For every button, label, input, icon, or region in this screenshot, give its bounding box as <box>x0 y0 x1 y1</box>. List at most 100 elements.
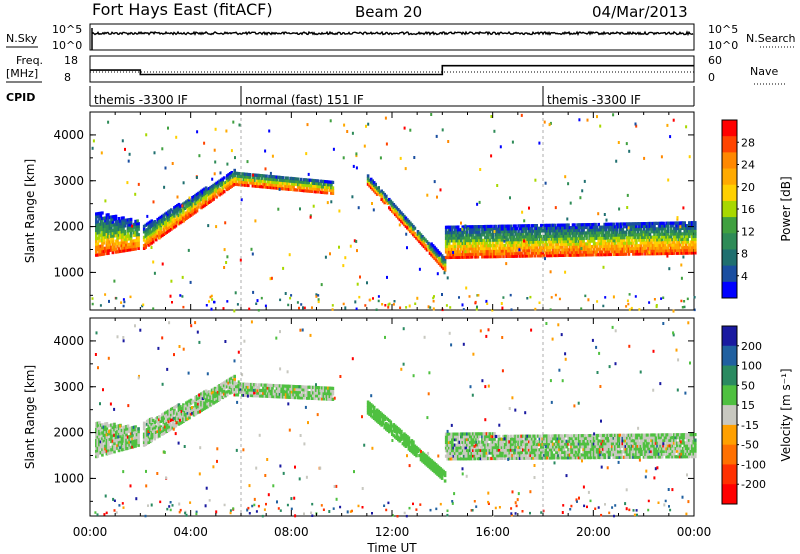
data-cell <box>391 424 394 428</box>
data-cell <box>540 237 543 241</box>
data-cell <box>218 392 221 396</box>
data-cell <box>609 233 612 237</box>
data-cell <box>508 451 511 455</box>
data-cell <box>626 247 629 251</box>
data-cell <box>674 232 677 236</box>
data-cell <box>544 245 548 249</box>
data-cell <box>606 244 609 248</box>
data-cell <box>325 397 329 401</box>
data-cell <box>151 237 155 241</box>
data-cell <box>310 385 314 389</box>
data-cell <box>245 385 249 389</box>
data-cell <box>192 195 196 199</box>
data-cell <box>556 237 560 241</box>
data-cell <box>455 236 458 240</box>
data-cell <box>497 249 501 253</box>
data-cell <box>439 260 442 264</box>
noise-cell <box>587 298 590 302</box>
data-cell <box>497 235 501 239</box>
data-cell <box>410 228 414 232</box>
data-cell <box>692 240 696 244</box>
data-cell <box>444 440 448 444</box>
data-cell <box>158 426 161 430</box>
noise-cell <box>213 172 216 176</box>
data-cell <box>606 225 609 229</box>
data-cell <box>532 237 535 241</box>
data-cell <box>491 255 495 259</box>
data-cell <box>431 468 435 472</box>
data-cell <box>266 386 270 390</box>
data-cell <box>419 458 423 462</box>
data-cell <box>592 244 596 249</box>
data-cell <box>132 436 136 440</box>
data-cell <box>520 224 523 228</box>
data-cell <box>203 195 206 199</box>
noise-cell <box>246 160 249 164</box>
data-cell <box>369 408 373 412</box>
data-cell <box>164 422 167 426</box>
data-cell <box>101 425 104 430</box>
data-cell <box>122 249 125 253</box>
data-cell <box>104 433 107 437</box>
near-range-cell <box>628 308 631 311</box>
data-cell <box>614 250 617 254</box>
data-cell <box>280 181 283 185</box>
data-cell <box>330 389 333 393</box>
data-cell <box>641 224 644 228</box>
data-cell <box>316 397 320 401</box>
data-cell <box>110 448 113 452</box>
data-cell <box>629 222 632 226</box>
data-cell <box>496 241 499 245</box>
data-cell <box>683 240 686 244</box>
data-cell <box>231 386 235 390</box>
data-cell <box>168 217 172 221</box>
data-cell <box>481 241 484 245</box>
data-cell <box>533 224 537 228</box>
noise-cell <box>354 300 357 304</box>
data-cell <box>671 224 674 228</box>
data-cell <box>186 403 190 407</box>
data-cell <box>491 230 495 234</box>
data-cell <box>185 216 188 220</box>
data-cell <box>666 235 670 239</box>
data-cell <box>446 247 449 251</box>
data-cell <box>494 454 498 458</box>
data-cell <box>524 246 528 250</box>
data-cell <box>618 241 622 245</box>
data-cell <box>574 228 578 232</box>
data-cell <box>262 391 265 395</box>
data-cell <box>430 461 433 466</box>
data-cell <box>162 420 166 424</box>
noise-cell <box>680 263 683 267</box>
data-cell <box>119 445 122 449</box>
data-cell <box>464 432 468 436</box>
data-cell <box>159 218 163 222</box>
data-cell <box>183 418 187 422</box>
data-cell <box>509 238 513 242</box>
data-cell <box>274 183 277 187</box>
data-cell <box>215 399 218 403</box>
near-range-cell <box>509 293 512 297</box>
data-cell <box>675 240 679 244</box>
data-cell <box>262 185 265 189</box>
data-cell <box>651 243 655 248</box>
data-cell <box>614 236 617 240</box>
noise-cell <box>167 126 169 130</box>
data-cell <box>681 251 685 255</box>
data-cell <box>296 180 300 184</box>
data-cell <box>389 202 393 206</box>
data-cell <box>659 232 662 236</box>
data-cell <box>389 207 393 212</box>
data-cell <box>330 386 333 390</box>
data-cell <box>135 241 139 245</box>
colorbar-swatch <box>722 217 737 234</box>
data-cell <box>104 422 107 426</box>
data-cell <box>173 208 176 213</box>
data-cell <box>256 386 259 390</box>
noise-cell <box>634 122 637 126</box>
data-cell <box>292 182 295 186</box>
data-cell <box>401 442 405 446</box>
data-cell <box>585 242 588 246</box>
data-cell <box>116 424 119 428</box>
data-cell <box>180 415 184 419</box>
